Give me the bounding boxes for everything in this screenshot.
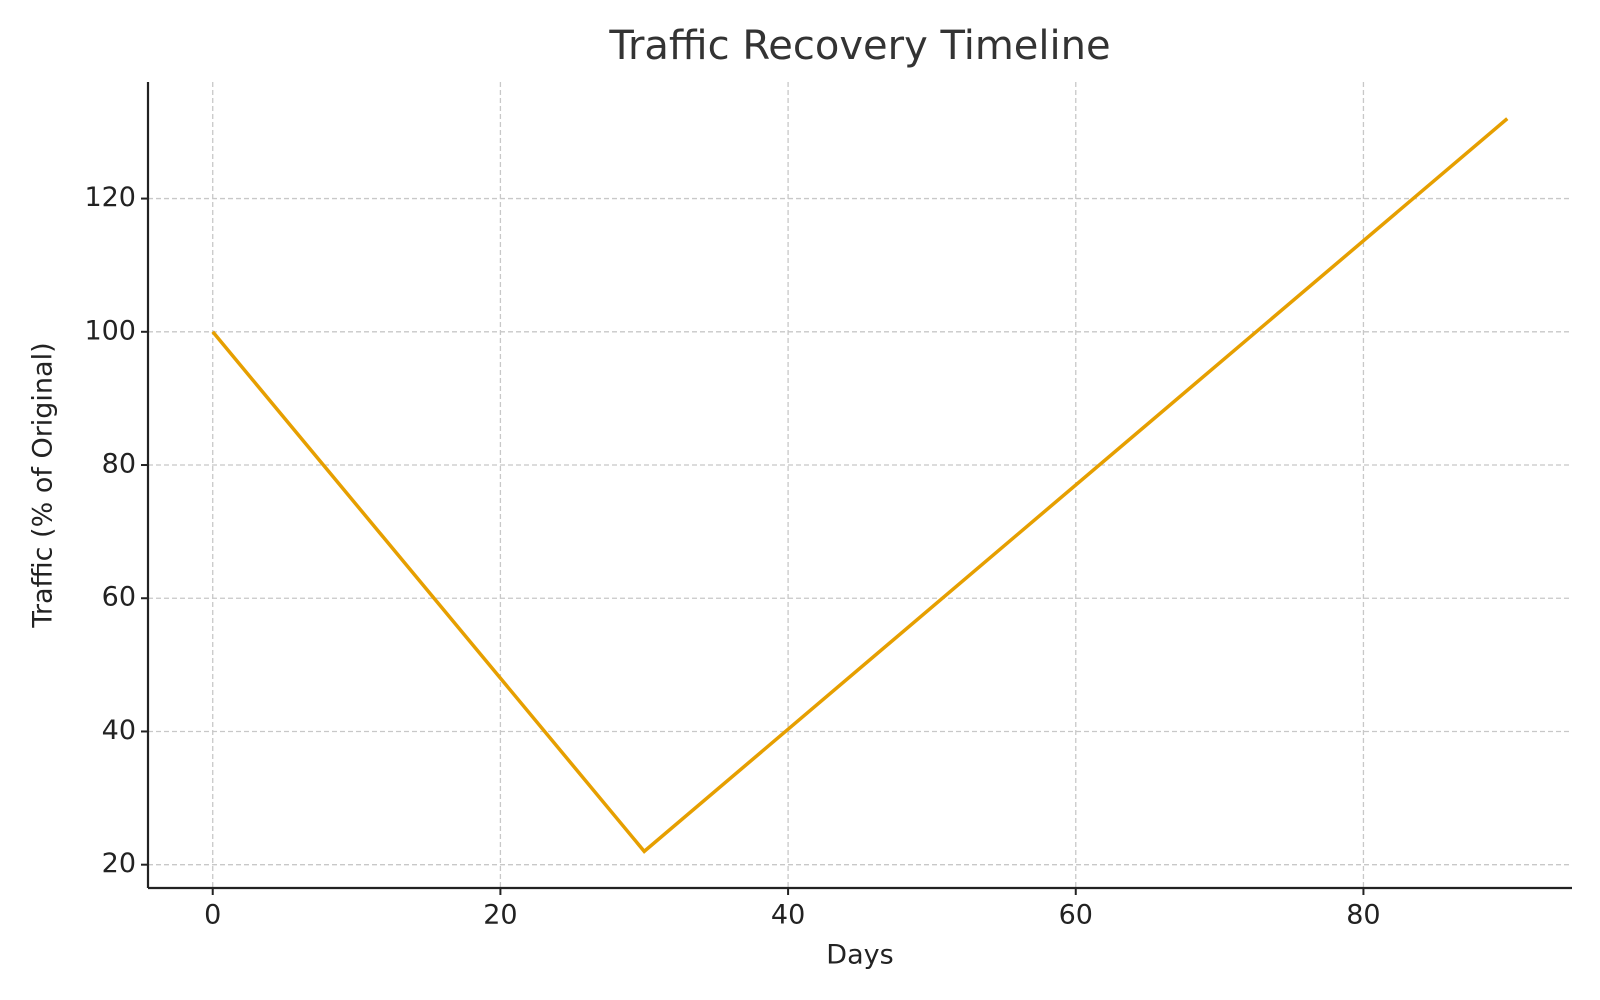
grid bbox=[148, 82, 1572, 888]
y-tick-label: 120 bbox=[84, 182, 136, 213]
x-tick-label: 40 bbox=[771, 900, 805, 931]
x-tick-label: 80 bbox=[1346, 900, 1380, 931]
plot bbox=[211, 117, 1509, 854]
x-tick-label: 0 bbox=[204, 900, 221, 931]
y-tick-label: 20 bbox=[102, 848, 136, 879]
y-tick-label: 60 bbox=[102, 582, 136, 613]
y-axis-label: Traffic (% of Original) bbox=[28, 342, 59, 628]
chart-title: Traffic Recovery Timeline bbox=[608, 23, 1110, 69]
y-tick-label: 40 bbox=[102, 715, 136, 746]
x-axis-label: Days bbox=[826, 940, 893, 971]
x-tick-label: 60 bbox=[1059, 900, 1093, 931]
data-line bbox=[211, 117, 1509, 854]
x-tick-label: 20 bbox=[483, 900, 517, 931]
y-tick-label: 80 bbox=[102, 449, 136, 480]
y-tick-label: 100 bbox=[84, 315, 136, 346]
